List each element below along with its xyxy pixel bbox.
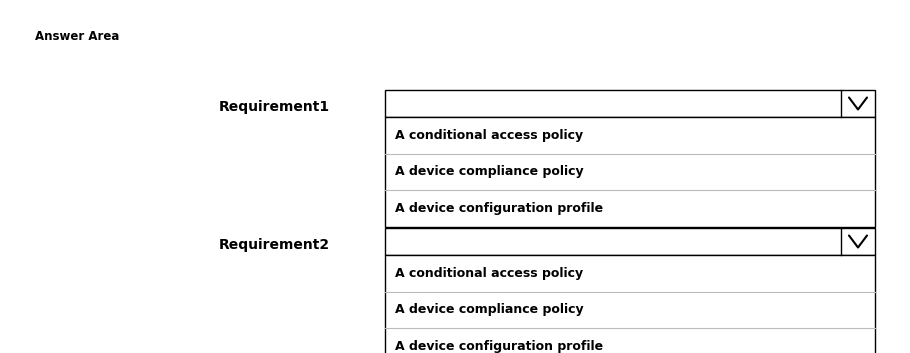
Text: A device compliance policy: A device compliance policy	[395, 166, 583, 179]
Text: Requirement2: Requirement2	[219, 238, 330, 252]
Text: A conditional access policy: A conditional access policy	[395, 129, 583, 142]
Text: A device compliance policy: A device compliance policy	[395, 304, 583, 317]
Text: Answer Area: Answer Area	[35, 30, 119, 43]
Bar	[385, 117, 875, 227]
Text: A device configuration profile: A device configuration profile	[395, 340, 603, 353]
Bar	[385, 255, 875, 353]
Text: A device configuration profile: A device configuration profile	[395, 202, 603, 215]
Bar	[385, 90, 875, 117]
Bar	[385, 228, 875, 255]
Text: A conditional access policy: A conditional access policy	[395, 267, 583, 280]
Text: Requirement1: Requirement1	[219, 100, 330, 114]
